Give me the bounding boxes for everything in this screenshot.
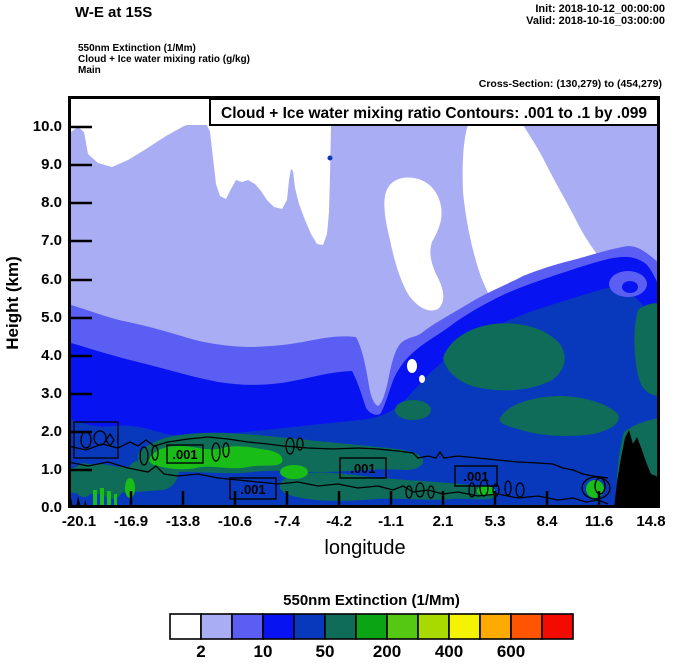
teal-blob: [100, 469, 124, 499]
colorbar-cell: [262, 613, 295, 640]
colorbar-cell: [200, 613, 233, 640]
colorbar-title: 550nm Extinction (1/Mm): [283, 592, 460, 609]
colorbar-cell: [510, 613, 543, 640]
init-timestamp: Init: 2018-10-12_00:00:00: [535, 3, 665, 15]
colorbar-tick-label: 600: [496, 642, 526, 661]
clear-air-top: [68, 121, 660, 245]
bright-blue-detail-core: [622, 281, 638, 293]
colorbar-cell: [386, 613, 419, 640]
x-tick-label: -13.8: [165, 513, 201, 530]
teal-strip-right-edge: [634, 303, 660, 396]
x-tick-label: 11.6: [584, 513, 614, 530]
field-name-domain: Main: [78, 65, 101, 76]
y-tick-label: 3.0: [41, 385, 62, 402]
colorbar-cells: [169, 613, 574, 640]
navy-dot-upper: [327, 155, 333, 161]
colorbar-cell: [169, 613, 202, 640]
terrain-east: [614, 430, 660, 508]
x-tick-label: 8.4: [536, 513, 558, 530]
colorbar-cell: [479, 613, 512, 640]
cross-section-coords: Cross-Section: (130,279) to (454,279): [478, 78, 662, 90]
x-tick-label: -4.2: [326, 513, 352, 530]
green-stripe: [107, 491, 111, 506]
y-tick-label: 2.0: [41, 423, 62, 440]
y-tick-label: 0.0: [41, 499, 62, 516]
colorbar-cell: [417, 613, 450, 640]
x-tick-label: -10.6: [217, 513, 253, 530]
colorbar-tick-label: 50: [315, 642, 335, 661]
y-axis-title: Height (km): [3, 256, 22, 350]
clear-spot-in-tongue: [407, 359, 417, 373]
teal-blob-east-lower: [499, 396, 619, 437]
x-tick-label: -7.4: [274, 513, 300, 530]
contour-label: .001: [172, 447, 197, 462]
green-stripe: [100, 488, 104, 506]
plot-title-box: [209, 98, 659, 126]
y-tick-marks: [68, 125, 92, 472]
contour-label: .001: [463, 469, 488, 484]
x-tick-label: 14.8: [636, 513, 666, 530]
colorbar-tick-label: 200: [372, 642, 402, 661]
colorbar-cell: [355, 613, 388, 640]
x-tick-label: 2.1: [432, 513, 454, 530]
terrain-west-spikes: [68, 492, 88, 508]
green-spot: [125, 478, 135, 498]
field-name-mixing-ratio: Cloud + Ice water mixing ratio (g/kg): [78, 54, 250, 65]
y-tick-label: 4.0: [41, 347, 62, 364]
green-stripe: [93, 490, 97, 506]
colorbar-tick-label: 10: [253, 642, 273, 661]
clear-air-corridor: [384, 177, 444, 311]
y-tick-label: 7.0: [41, 232, 62, 249]
colorbar-tick-label: 2: [196, 642, 206, 661]
y-tick-label: 8.0: [41, 194, 62, 211]
page-title: W-E at 15S: [75, 4, 153, 21]
x-tick-label: 5.3: [484, 513, 506, 530]
valid-timestamp: Valid: 2018-10-16_03:00:00: [526, 15, 665, 27]
colorbar-cell: [231, 613, 264, 640]
colorbar: [169, 613, 574, 640]
y-tick-label: 9.0: [41, 156, 62, 173]
x-tick-label: -20.1: [61, 513, 97, 530]
field-name-extinction: 550nm Extinction (1/Mm): [78, 43, 196, 54]
plot-title: Cloud + Ice water mixing ratio Contours:…: [221, 105, 647, 122]
colorbar-cell: [448, 613, 481, 640]
colorbar-cell: [541, 613, 574, 640]
colorbar-cell: [324, 613, 357, 640]
contour-label: .001: [240, 482, 265, 497]
cross-section-plot: .001 .001 .001 .001 Cloud + Ice wa: [68, 96, 660, 508]
colorbar-tick-label: 400: [434, 642, 464, 661]
colorbar-cell: [293, 613, 326, 640]
clear-spot-in-tongue: [419, 375, 425, 383]
y-tick-label: 10.0: [32, 118, 62, 135]
plot-border: [68, 96, 660, 508]
teal-blob: [73, 463, 95, 497]
mixing-ratio-contours: [68, 421, 611, 505]
contour-label: .001: [350, 461, 375, 476]
green-stripe: [114, 494, 117, 506]
teal-blob-east-upper: [443, 323, 565, 391]
y-tick-label: 1.0: [41, 461, 62, 478]
y-tick-label: 5.0: [41, 309, 62, 326]
green-spot: [280, 465, 308, 479]
x-axis-title: longitude: [324, 537, 406, 559]
x-tick-label: -1.1: [378, 513, 404, 530]
teal-blob-center: [395, 400, 431, 420]
contour-label-boxes: .001 .001 .001 .001: [166, 444, 498, 500]
x-tick-label: -16.9: [113, 513, 149, 530]
y-tick-label: 6.0: [41, 271, 62, 288]
